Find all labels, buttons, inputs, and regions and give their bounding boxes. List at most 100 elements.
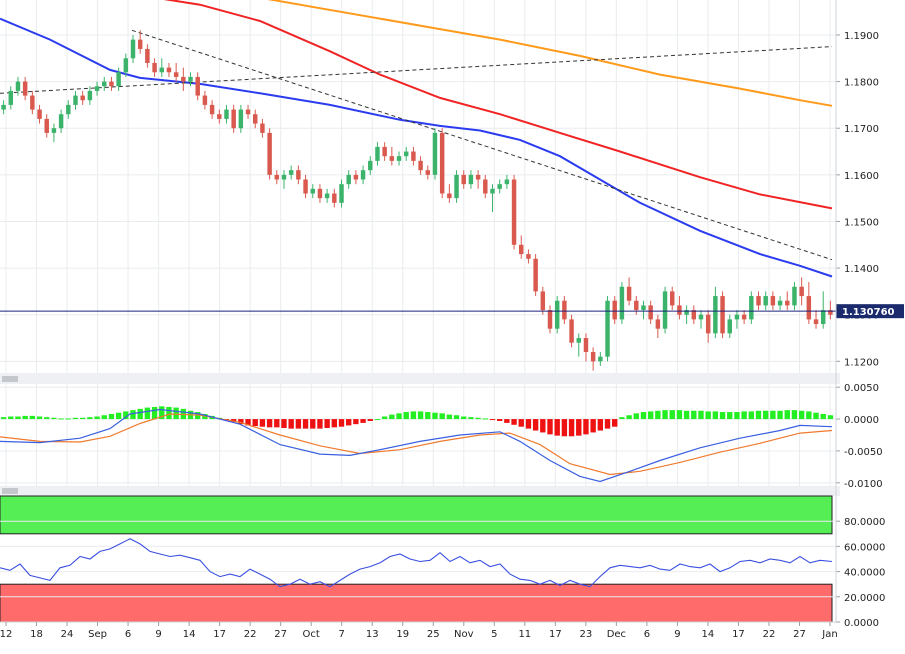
candle-bearish[interactable] xyxy=(677,305,682,315)
candle-bullish[interactable] xyxy=(368,160,373,171)
candle-bearish[interactable] xyxy=(562,300,567,320)
candle-bullish[interactable] xyxy=(87,90,93,101)
candle-bullish[interactable] xyxy=(238,109,244,129)
candle-bearish[interactable] xyxy=(648,305,653,320)
candle-bearish[interactable] xyxy=(547,310,553,329)
candle-bearish[interactable] xyxy=(202,95,208,105)
panel-separator-2[interactable] xyxy=(0,486,840,496)
candle-bullish[interactable] xyxy=(123,58,129,73)
candle-bearish[interactable] xyxy=(461,174,466,185)
candle-bullish[interactable] xyxy=(727,319,732,334)
candle-bearish[interactable] xyxy=(181,76,186,82)
candle-bearish[interactable] xyxy=(526,254,531,259)
candle-bullish[interactable] xyxy=(346,174,351,185)
candle-bullish[interactable] xyxy=(281,174,287,180)
candle-bearish[interactable] xyxy=(44,118,49,133)
candle-bullish[interactable] xyxy=(713,296,718,334)
candle-bearish[interactable] xyxy=(245,109,251,115)
candle-bearish[interactable] xyxy=(382,146,387,157)
candle-bullish[interactable] xyxy=(698,314,704,320)
candle-bearish[interactable] xyxy=(217,114,222,119)
candle-bearish[interactable] xyxy=(389,156,395,161)
candle-bearish[interactable] xyxy=(569,319,574,343)
candle-bearish[interactable] xyxy=(425,170,431,175)
candle-bearish[interactable] xyxy=(770,296,776,306)
candle-bullish[interactable] xyxy=(1,104,6,110)
candle-bullish[interactable] xyxy=(641,305,646,311)
candle-bearish[interactable] xyxy=(756,296,761,306)
candle-bearish[interactable] xyxy=(813,319,819,325)
candle-bearish[interactable] xyxy=(195,76,200,96)
candle-bullish[interactable] xyxy=(490,188,495,194)
candle-bearish[interactable] xyxy=(705,314,711,334)
candle-bullish[interactable] xyxy=(310,188,315,194)
candle-bullish[interactable] xyxy=(497,184,502,189)
candle-bullish[interactable] xyxy=(339,184,344,203)
candle-bullish[interactable] xyxy=(403,151,409,157)
candle-bearish[interactable] xyxy=(303,179,308,194)
candle-bearish[interactable] xyxy=(253,114,258,124)
candle-bearish[interactable] xyxy=(475,174,481,180)
candle-bearish[interactable] xyxy=(353,174,359,180)
candle-bearish[interactable] xyxy=(828,310,833,315)
candle-bearish[interactable] xyxy=(80,95,85,101)
candle-bearish[interactable] xyxy=(799,286,804,297)
candle-bullish[interactable] xyxy=(102,81,107,87)
candle-bearish[interactable] xyxy=(317,188,323,199)
candle-bullish[interactable] xyxy=(468,174,474,185)
candle-bearish[interactable] xyxy=(634,300,639,311)
candle-bearish[interactable] xyxy=(260,123,265,133)
candle-bearish[interactable] xyxy=(145,48,150,63)
candle-bearish[interactable] xyxy=(332,193,337,203)
candle-bearish[interactable] xyxy=(209,104,215,115)
resize-handle-1[interactable] xyxy=(2,376,18,382)
candle-bearish[interactable] xyxy=(37,109,42,119)
candle-bearish[interactable] xyxy=(22,81,28,96)
candle-bullish[interactable] xyxy=(58,114,64,129)
candle-bullish[interactable] xyxy=(224,109,229,119)
candle-bearish[interactable] xyxy=(439,132,445,194)
candle-bullish[interactable] xyxy=(159,67,164,73)
candle-bearish[interactable] xyxy=(447,193,452,199)
candle-bearish[interactable] xyxy=(274,174,280,180)
candle-bullish[interactable] xyxy=(763,296,768,306)
candle-bullish[interactable] xyxy=(554,300,560,329)
candle-bearish[interactable] xyxy=(691,310,697,320)
candle-bullish[interactable] xyxy=(598,356,603,362)
candle-bearish[interactable] xyxy=(267,132,272,175)
candle-bearish[interactable] xyxy=(173,72,179,77)
candle-bullish[interactable] xyxy=(432,132,438,175)
candle-bearish[interactable] xyxy=(741,314,747,320)
candle-bearish[interactable] xyxy=(231,109,236,129)
candle-bearish[interactable] xyxy=(418,160,423,171)
candle-bullish[interactable] xyxy=(288,170,294,175)
candle-bullish[interactable] xyxy=(605,300,610,357)
candle-bullish[interactable] xyxy=(734,314,740,320)
candle-bullish[interactable] xyxy=(66,104,71,115)
candle-bullish[interactable] xyxy=(454,174,459,199)
candle-bullish[interactable] xyxy=(130,39,136,59)
candle-bearish[interactable] xyxy=(166,67,172,73)
candle-bearish[interactable] xyxy=(655,319,661,329)
candle-bullish[interactable] xyxy=(576,338,581,343)
candle-bearish[interactable] xyxy=(152,62,157,73)
candle-bullish[interactable] xyxy=(324,193,330,199)
candle-bearish[interactable] xyxy=(411,151,416,161)
candle-bullish[interactable] xyxy=(777,300,783,306)
candle-bearish[interactable] xyxy=(109,81,114,87)
candle-bullish[interactable] xyxy=(619,286,625,320)
candle-bearish[interactable] xyxy=(785,300,790,306)
candle-bullish[interactable] xyxy=(15,81,21,91)
candle-bullish[interactable] xyxy=(375,146,380,161)
candle-bullish[interactable] xyxy=(820,310,826,325)
candle-bullish[interactable] xyxy=(8,90,14,105)
candle-bearish[interactable] xyxy=(806,296,812,320)
candle-bearish[interactable] xyxy=(540,291,546,311)
candle-bullish[interactable] xyxy=(504,179,510,185)
trendline-rising[interactable] xyxy=(0,46,833,94)
candle-bullish[interactable] xyxy=(662,291,668,329)
candle-bearish[interactable] xyxy=(30,95,35,110)
candle-bearish[interactable] xyxy=(583,338,589,353)
candle-bullish[interactable] xyxy=(73,95,78,105)
candle-bearish[interactable] xyxy=(612,300,617,320)
